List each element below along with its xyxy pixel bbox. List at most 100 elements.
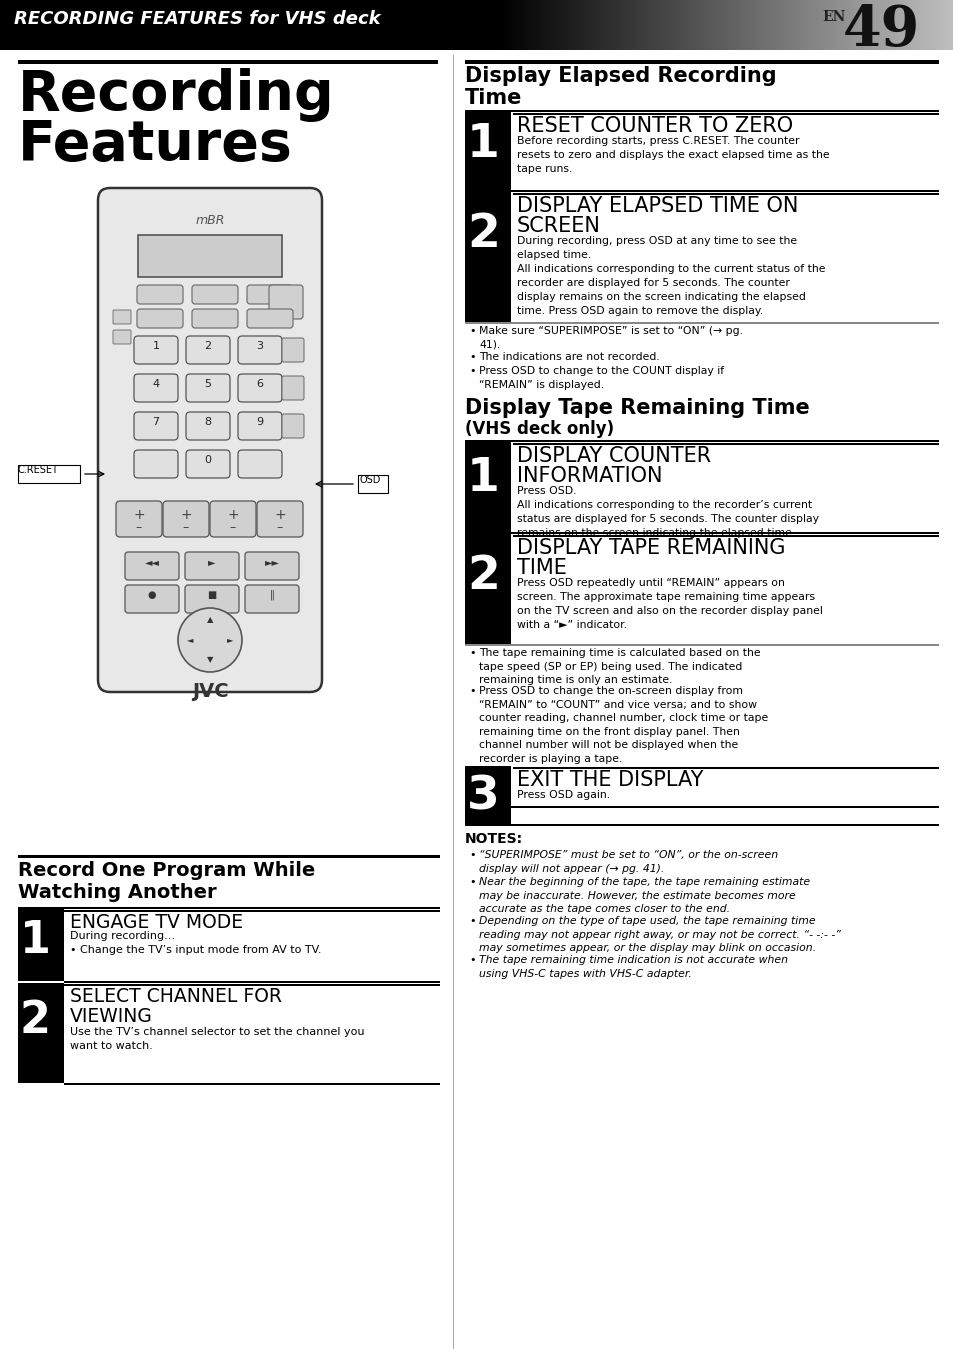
Bar — [515, 0, 516, 50]
FancyBboxPatch shape — [192, 285, 237, 304]
Bar — [711, 0, 712, 50]
Bar — [488, 0, 489, 50]
Bar — [861, 0, 862, 50]
Bar — [586, 0, 587, 50]
Bar — [222, 0, 223, 50]
Bar — [148, 0, 149, 50]
Bar — [346, 0, 347, 50]
Text: JVC: JVC — [192, 683, 228, 701]
Bar — [615, 0, 616, 50]
Bar — [390, 0, 391, 50]
Bar — [648, 0, 649, 50]
Bar — [510, 0, 511, 50]
Bar — [534, 0, 535, 50]
Text: ►►: ►► — [264, 557, 279, 567]
Bar — [53, 0, 54, 50]
Bar — [218, 0, 219, 50]
Bar — [649, 0, 650, 50]
Bar — [506, 0, 507, 50]
Bar — [605, 0, 606, 50]
Bar — [440, 0, 441, 50]
Bar — [754, 0, 755, 50]
Bar — [51, 0, 52, 50]
Bar — [527, 0, 529, 50]
Bar — [323, 0, 324, 50]
Bar — [522, 0, 523, 50]
Bar — [665, 0, 666, 50]
Bar — [584, 0, 585, 50]
Bar — [656, 0, 657, 50]
Bar — [149, 0, 150, 50]
Bar — [767, 0, 768, 50]
Bar — [806, 0, 807, 50]
Bar — [858, 0, 859, 50]
Bar — [303, 0, 304, 50]
Bar — [924, 0, 925, 50]
Bar — [416, 0, 417, 50]
Bar — [19, 0, 20, 50]
Bar — [706, 0, 707, 50]
Bar — [951, 0, 952, 50]
Bar — [234, 0, 235, 50]
Text: 49: 49 — [842, 3, 920, 58]
Bar — [864, 0, 865, 50]
Bar — [577, 0, 578, 50]
Text: +: + — [227, 509, 238, 522]
Bar — [716, 0, 717, 50]
Bar — [435, 0, 436, 50]
Bar — [367, 0, 368, 50]
Bar — [846, 0, 847, 50]
Bar — [792, 0, 793, 50]
Bar — [925, 0, 926, 50]
Bar — [206, 0, 207, 50]
Bar — [646, 0, 647, 50]
Bar — [541, 0, 542, 50]
Bar — [119, 0, 120, 50]
Bar — [187, 0, 188, 50]
Bar — [722, 0, 723, 50]
Bar — [657, 0, 658, 50]
Bar — [686, 0, 687, 50]
Bar — [116, 0, 117, 50]
Bar — [153, 0, 154, 50]
Bar — [547, 0, 548, 50]
Bar — [299, 0, 301, 50]
Bar — [184, 0, 185, 50]
Bar — [139, 0, 140, 50]
Bar — [262, 0, 263, 50]
Bar — [910, 0, 911, 50]
Bar — [464, 532, 938, 533]
Bar — [637, 0, 638, 50]
Bar — [502, 0, 503, 50]
Bar — [608, 0, 609, 50]
Bar — [90, 0, 91, 50]
Bar — [536, 0, 537, 50]
Bar — [274, 0, 275, 50]
Text: 1: 1 — [152, 341, 159, 351]
Bar — [412, 0, 413, 50]
Bar — [464, 59, 938, 63]
Bar — [109, 0, 110, 50]
Bar — [539, 0, 540, 50]
Bar — [79, 0, 80, 50]
Bar — [118, 0, 119, 50]
Bar — [167, 0, 168, 50]
Bar — [145, 0, 146, 50]
Text: Recording: Recording — [18, 67, 335, 121]
Bar — [582, 0, 583, 50]
Bar — [666, 0, 667, 50]
Bar — [707, 0, 708, 50]
Bar — [368, 0, 369, 50]
Bar — [379, 0, 380, 50]
Bar — [345, 0, 346, 50]
Bar — [833, 0, 834, 50]
Bar — [1, 0, 2, 50]
Text: 2: 2 — [204, 341, 212, 351]
Bar — [308, 0, 309, 50]
Bar — [484, 0, 485, 50]
Bar — [24, 0, 25, 50]
Bar — [126, 0, 127, 50]
Bar — [621, 0, 622, 50]
Bar — [775, 0, 776, 50]
Bar — [141, 0, 142, 50]
